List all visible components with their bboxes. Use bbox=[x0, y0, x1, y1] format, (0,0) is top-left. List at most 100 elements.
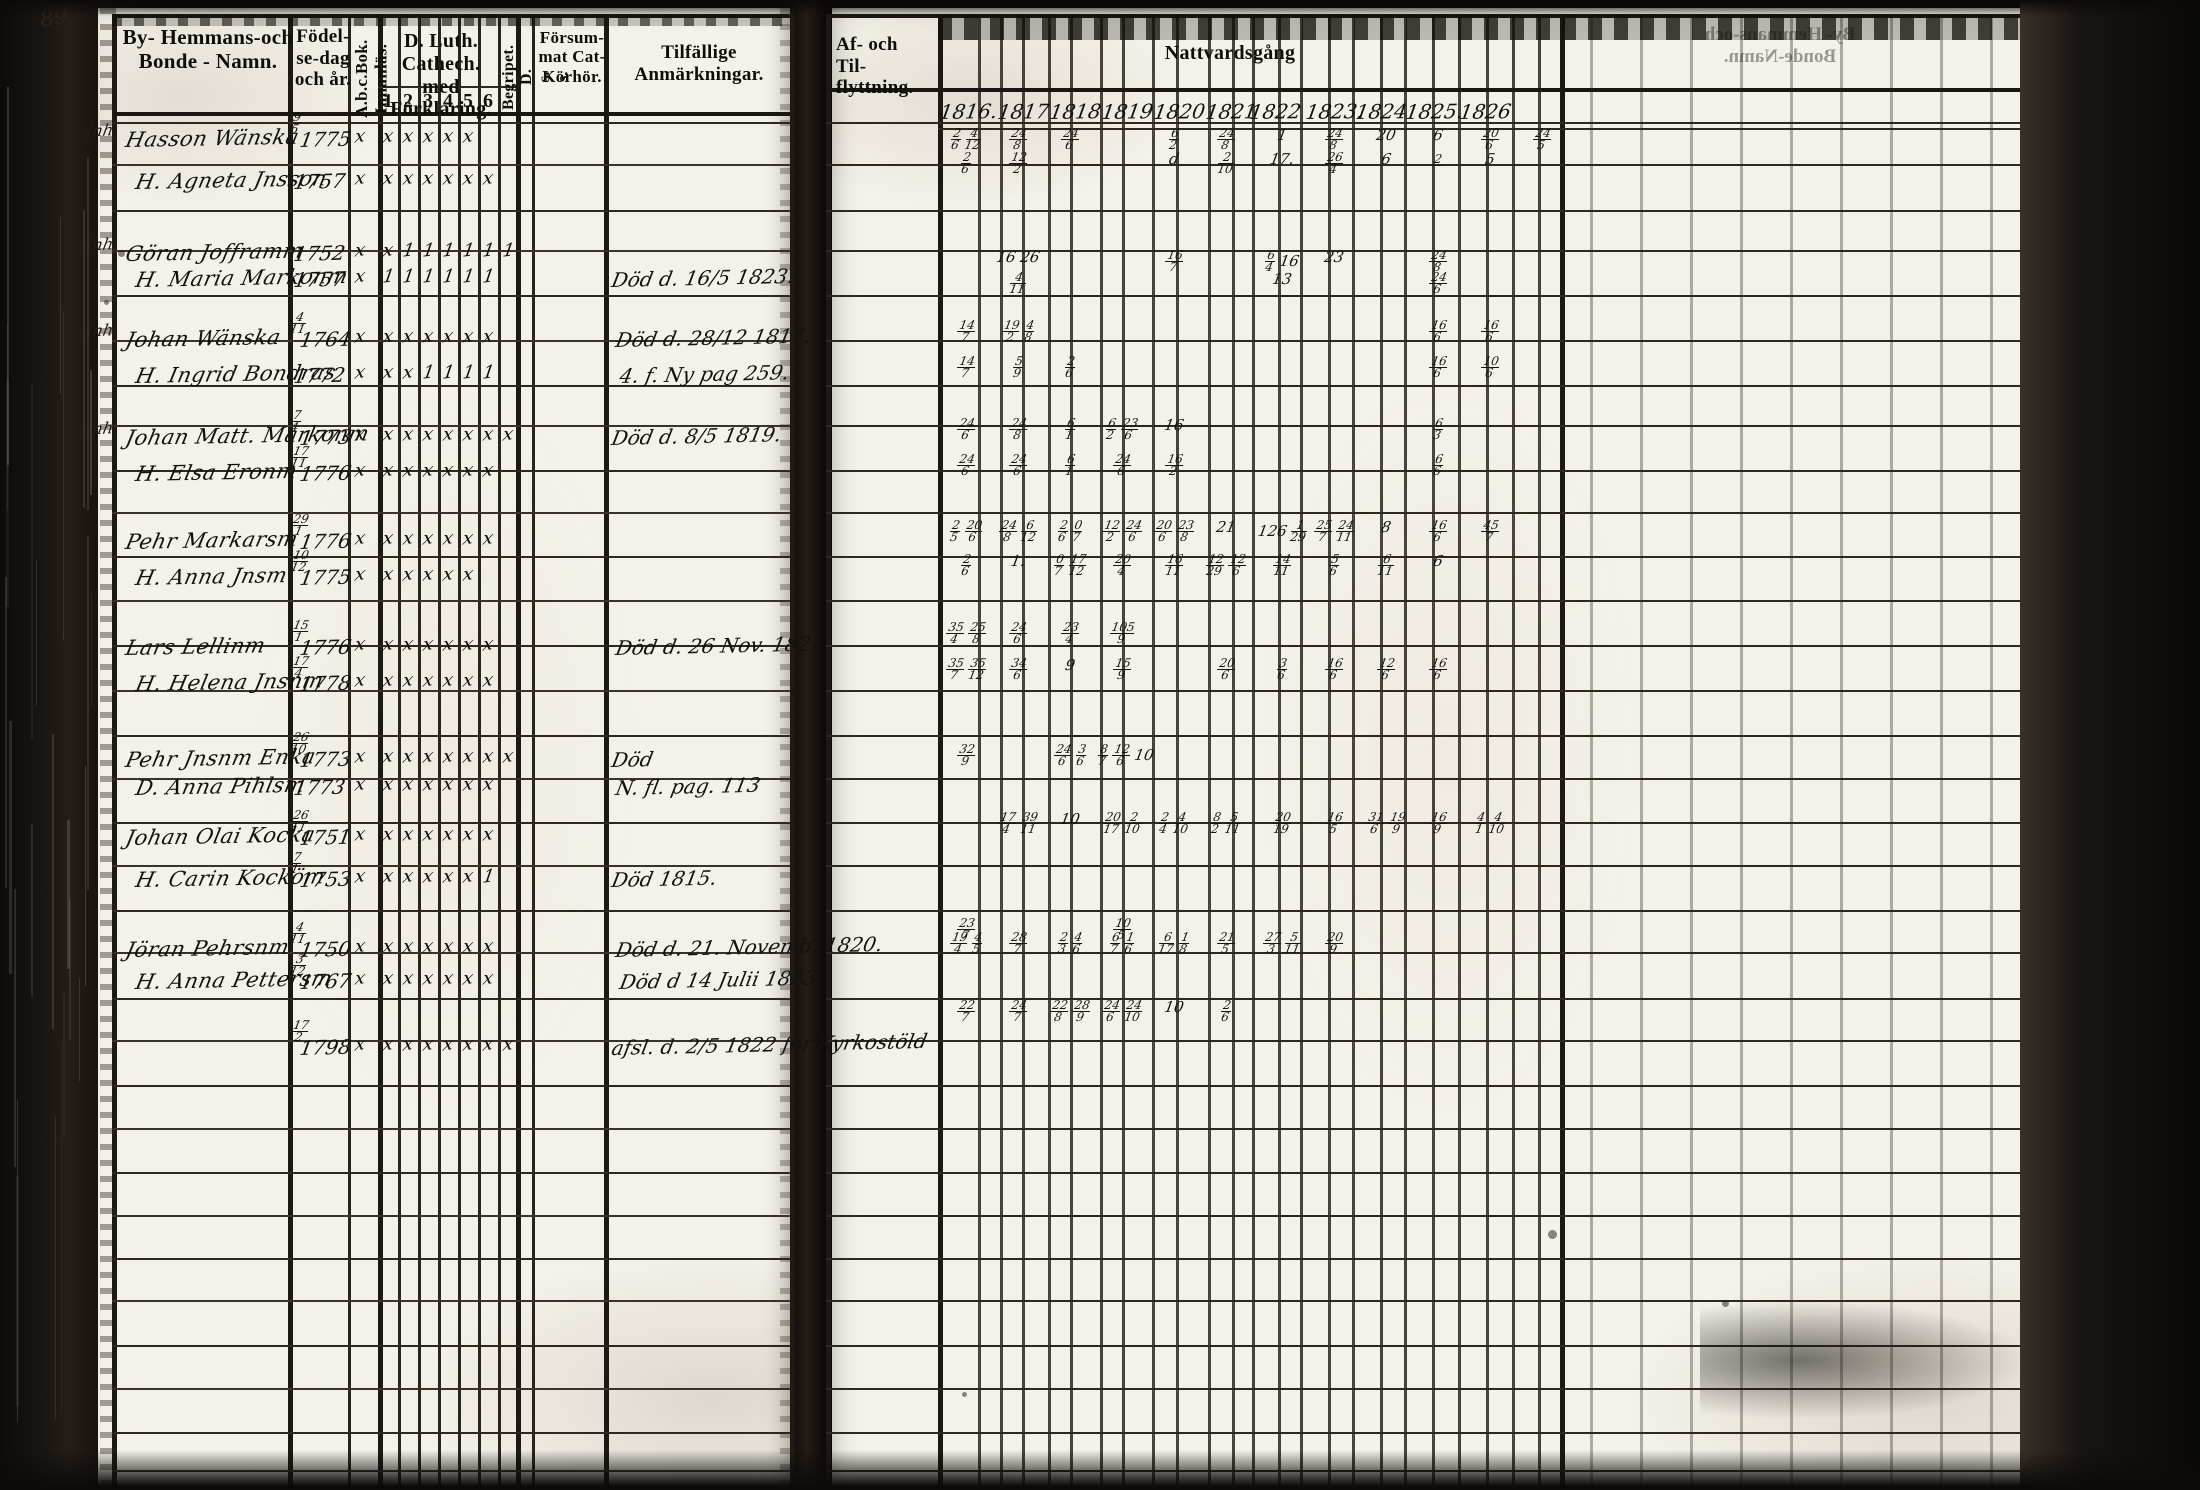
communion-cell: 1 bbox=[1257, 128, 1308, 143]
communion-cell: 28 7 bbox=[992, 932, 1044, 956]
communion-cell: 24 6 bbox=[940, 418, 992, 442]
communion-cell: 59 bbox=[992, 356, 1044, 380]
communion-cell: 15 9 bbox=[1096, 658, 1148, 682]
communion-cell: 24 7 bbox=[992, 1000, 1044, 1024]
communion-cell: 16 6 bbox=[1308, 658, 1360, 682]
communion-cell: 26 07 bbox=[1044, 520, 1096, 544]
communion-cell: 26 bbox=[940, 554, 992, 578]
row-birth-year: 1773 bbox=[292, 775, 347, 800]
communion-cell: 23 4 bbox=[1044, 622, 1096, 646]
row-remark: Död d. 8/5 1819. bbox=[610, 422, 784, 450]
communion-cell: 12 6 bbox=[1360, 658, 1412, 682]
grid-vline-left bbox=[478, 14, 481, 1486]
page-edge-wear bbox=[780, 8, 794, 1486]
scratch-line bbox=[90, 370, 92, 495]
communion-cell: 2 10 bbox=[1200, 152, 1252, 176]
grid-hline-right bbox=[826, 1128, 2080, 1130]
communion-cell: 07 17 12 bbox=[1044, 554, 1096, 578]
row-name: H. Elsa Eronm bbox=[133, 459, 299, 486]
grid-vline-left bbox=[418, 14, 421, 1486]
communion-cell: 22 8 28 9 bbox=[1044, 1000, 1096, 1024]
communion-cell: 17 4 39 11 bbox=[992, 812, 1044, 836]
communion-cell: 24 6 36 bbox=[1044, 744, 1096, 768]
row-birth-year: 1773 bbox=[298, 747, 353, 772]
communion-cell: 26 bbox=[1200, 1000, 1252, 1024]
communion-cell: 16 6 bbox=[1464, 320, 1516, 344]
communion-cell: 10 bbox=[1149, 1000, 1200, 1015]
column-header-begripet: Begripet. bbox=[500, 24, 520, 130]
grid-vline-right bbox=[1000, 14, 1003, 1486]
grid-vline-left bbox=[498, 14, 501, 1486]
scratch-line bbox=[87, 536, 89, 890]
cathech-number-5: 5 bbox=[458, 90, 478, 113]
grid-hline-right bbox=[826, 385, 2080, 387]
communion-cell: 20 9 bbox=[1308, 932, 1360, 956]
grid-hline-right bbox=[826, 1085, 2080, 1087]
communion-cell: 16 26 bbox=[993, 250, 1044, 265]
column-header-forsummat: Försum- mat Cat- Körhör. bbox=[534, 28, 610, 86]
communion-cell: 24 6 24 10 bbox=[1096, 1000, 1148, 1024]
row-birth-year: 1798 bbox=[298, 1035, 353, 1060]
scratch-line bbox=[85, 766, 87, 987]
communion-cell: 24 6 bbox=[992, 454, 1044, 478]
grid-vline-right bbox=[1022, 14, 1025, 1486]
communion-cell: 22 7 bbox=[940, 1000, 992, 1024]
row-birth-year: 1752 bbox=[292, 241, 347, 266]
row-birth-year: 1757 bbox=[292, 169, 347, 194]
communion-cell: 16 6 bbox=[1412, 320, 1464, 344]
communion-cell: 16 6 bbox=[1412, 520, 1464, 544]
grid-vline-far-right bbox=[1740, 14, 1743, 1486]
communion-cell: 10 6 bbox=[1464, 356, 1516, 380]
ink-blot bbox=[962, 1392, 967, 1397]
communion-cell: 20 6 bbox=[1464, 128, 1516, 152]
grid-vline-right bbox=[1232, 14, 1235, 1486]
row-birth-year: 1776 bbox=[298, 461, 353, 486]
grid-vline-right bbox=[1380, 14, 1383, 1486]
communion-cell: 26 4 12 bbox=[940, 128, 992, 152]
grid-vline-right bbox=[1486, 14, 1489, 1486]
communion-cell: 67 16 bbox=[1096, 932, 1148, 956]
row-birth-year: 1772 bbox=[292, 363, 347, 388]
communion-cell: 23 46 bbox=[1044, 932, 1096, 956]
row-remark: Död d. 26 Nov. 1821 bbox=[614, 631, 826, 660]
communion-cell: 62 23 6 bbox=[1096, 418, 1148, 442]
grid-vline-left bbox=[458, 14, 461, 1486]
grid-hline-right bbox=[826, 690, 2080, 692]
cathech-number-1: 1 bbox=[378, 90, 398, 113]
communion-cell: 27 3 5 11 bbox=[1256, 932, 1308, 956]
column-header-anmarkningar: Tilfällige Anmärkningar. bbox=[606, 42, 792, 85]
scratch-line bbox=[69, 899, 71, 1040]
scratch-line bbox=[83, 210, 85, 509]
grid-vline-right bbox=[1512, 14, 1515, 1486]
communion-cell: 24 6 bbox=[1044, 128, 1096, 152]
grid-vline-right bbox=[1300, 14, 1303, 1486]
communion-cell: 6 bbox=[1361, 152, 1412, 167]
grid-vline-left bbox=[604, 14, 609, 1486]
communion-cell: 16 7 bbox=[1148, 250, 1200, 274]
scratch-line bbox=[60, 217, 61, 395]
communion-cell: 24 8 bbox=[1200, 128, 1252, 152]
communion-cell: 45 7 bbox=[1464, 520, 1516, 544]
communion-cell: 26 4 bbox=[1308, 152, 1360, 176]
year-label-6: 1822 bbox=[1248, 99, 1303, 124]
grid-hline-left bbox=[112, 1345, 790, 1347]
cathech-number-6: 6 bbox=[478, 90, 498, 113]
row-birth-year: 1775 bbox=[298, 565, 353, 590]
communion-cell: 6 17 18 bbox=[1148, 932, 1200, 956]
communion-cell: d bbox=[1149, 152, 1200, 167]
column-header-born: Födel- se-dag och år. bbox=[292, 26, 354, 91]
row-name: H. Anna Jnsm bbox=[133, 563, 289, 590]
ink-blot bbox=[118, 250, 125, 257]
communion-cell: 26 bbox=[940, 152, 992, 176]
scratch-line bbox=[14, 889, 16, 1168]
communion-cell: 24 8 bbox=[992, 128, 1044, 152]
row-remark: Död d. 16/5 1823. bbox=[610, 264, 797, 292]
row-name: Jöran Pehrsnm bbox=[123, 935, 291, 962]
row-name: Pehr Markarsm bbox=[123, 527, 300, 554]
scratch-line bbox=[63, 311, 64, 640]
communion-cell: 23 bbox=[1309, 250, 1360, 265]
communion-cell: 61 bbox=[1044, 454, 1096, 478]
ink-blot bbox=[790, 690, 796, 696]
year-label-4: 1820 bbox=[1152, 99, 1207, 124]
grid-vline-far-right bbox=[1890, 14, 1893, 1486]
